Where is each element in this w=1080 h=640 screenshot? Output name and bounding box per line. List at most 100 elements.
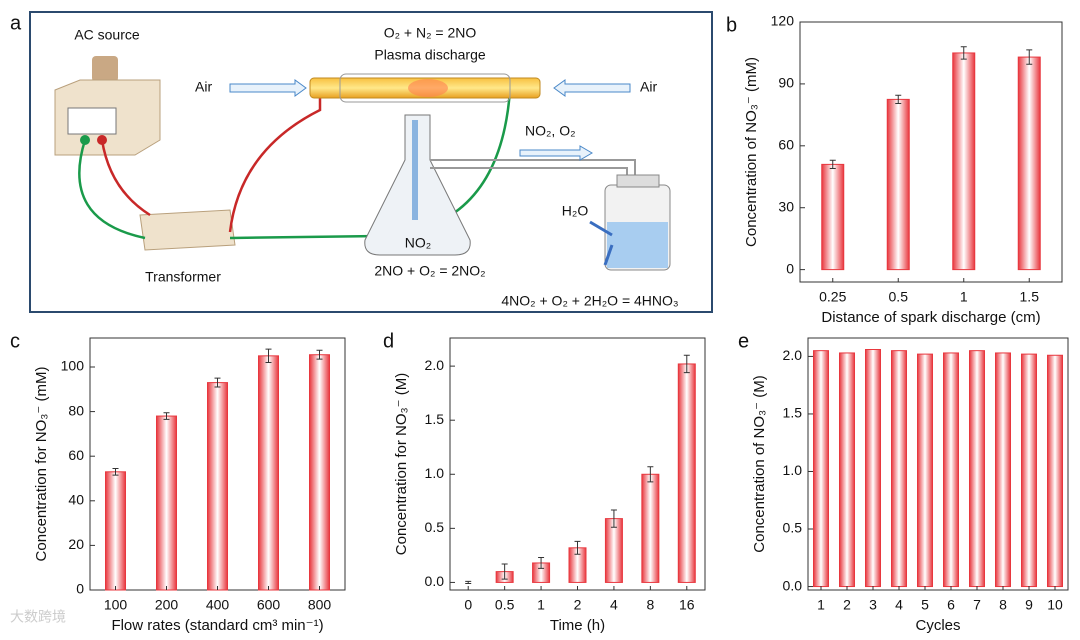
error-bar bbox=[538, 557, 545, 569]
y-tick-label: 1.5 bbox=[425, 411, 445, 427]
error-bar bbox=[683, 354, 690, 374]
x-tick-label: 4 bbox=[895, 597, 903, 613]
label: O₂ + N₂ = 2NO bbox=[384, 25, 477, 41]
bar bbox=[156, 415, 177, 591]
solution bbox=[607, 222, 668, 268]
x-tick-label: 8 bbox=[999, 597, 1007, 613]
bar bbox=[1021, 353, 1037, 588]
label: Transformer bbox=[145, 269, 221, 285]
x-tick-label: 0 bbox=[464, 597, 472, 613]
bar bbox=[641, 473, 660, 583]
x-tick-label: 400 bbox=[206, 597, 230, 613]
watermark: 大数跨境 bbox=[10, 609, 66, 625]
bar bbox=[917, 353, 933, 588]
x-tick-label: 0.5 bbox=[495, 597, 515, 613]
arrow bbox=[519, 145, 593, 161]
transformer-box bbox=[139, 209, 236, 251]
bar bbox=[821, 163, 845, 271]
error-bar bbox=[574, 540, 581, 555]
x-tick-label: 10 bbox=[1047, 597, 1063, 613]
bar bbox=[309, 354, 330, 591]
inner-tube bbox=[412, 120, 418, 220]
error-bar bbox=[960, 46, 967, 60]
y-tick-label: 80 bbox=[68, 402, 84, 418]
bar bbox=[865, 349, 881, 588]
axes-frame bbox=[799, 21, 1063, 283]
y-tick-label: 60 bbox=[68, 447, 84, 463]
error-bar bbox=[829, 159, 836, 170]
y-tick-label: 90 bbox=[778, 75, 794, 91]
x-tick-label: 200 bbox=[155, 597, 179, 613]
panel-label: a bbox=[10, 12, 22, 34]
bar bbox=[886, 98, 910, 271]
x-tick-label: 8 bbox=[646, 597, 654, 613]
y-tick-label: 0.0 bbox=[783, 577, 803, 593]
error-bar bbox=[501, 563, 508, 580]
x-tick-label: 0.25 bbox=[819, 289, 846, 305]
x-tick-label: 2 bbox=[843, 597, 851, 613]
y-tick-label: 0.0 bbox=[425, 573, 445, 589]
bar bbox=[943, 352, 959, 588]
y-axis-label: Concentration for NO₃⁻ (mM) bbox=[33, 367, 50, 562]
x-tick-label: 2 bbox=[574, 597, 582, 613]
bar bbox=[891, 350, 907, 588]
bar bbox=[952, 52, 976, 271]
error-bar bbox=[610, 509, 617, 528]
bar bbox=[969, 350, 985, 588]
x-tick-label: 16 bbox=[679, 597, 695, 613]
y-tick-label: 40 bbox=[68, 491, 84, 507]
panel-label: c bbox=[10, 330, 20, 352]
y-tick-label: 0.5 bbox=[425, 519, 445, 535]
x-tick-label: 4 bbox=[610, 597, 618, 613]
x-axis-label: Distance of spark discharge (cm) bbox=[821, 309, 1040, 326]
y-tick-label: 2.0 bbox=[425, 357, 445, 373]
x-tick-label: 800 bbox=[308, 597, 332, 613]
error-bar bbox=[163, 412, 170, 420]
label: NO₂ bbox=[405, 235, 431, 251]
bar bbox=[813, 350, 829, 588]
arrow bbox=[229, 79, 307, 97]
spark bbox=[408, 79, 448, 97]
wire bbox=[228, 88, 322, 233]
error-bar bbox=[265, 348, 272, 364]
axes-frame bbox=[807, 337, 1069, 591]
bar bbox=[1047, 354, 1063, 588]
y-tick-label: 30 bbox=[778, 198, 794, 214]
x-tick-label: 1 bbox=[537, 597, 545, 613]
bar bbox=[677, 363, 696, 583]
panel-label: b bbox=[726, 14, 737, 36]
bar bbox=[105, 471, 126, 591]
x-axis-label: Flow rates (standard cm³ min⁻¹) bbox=[111, 617, 323, 634]
bar bbox=[839, 352, 855, 588]
wire bbox=[78, 139, 146, 240]
error-bar bbox=[895, 94, 902, 105]
wire bbox=[100, 139, 151, 217]
x-tick-label: 0.5 bbox=[889, 289, 909, 305]
label: Plasma discharge bbox=[374, 47, 485, 63]
error-bar bbox=[316, 349, 323, 360]
arrow bbox=[553, 79, 631, 97]
y-tick-label: 0 bbox=[76, 581, 84, 597]
label: NO₂, O₂ bbox=[525, 123, 576, 139]
diagram-frame bbox=[29, 11, 713, 313]
x-tick-label: 5 bbox=[921, 597, 929, 613]
x-tick-label: 1 bbox=[960, 289, 968, 305]
error-bar bbox=[647, 466, 654, 483]
bar bbox=[604, 518, 623, 583]
label: H₂O bbox=[562, 203, 589, 219]
diagram: a AC source Transformer O₂ + N₂ = 2NO Pl… bbox=[10, 11, 713, 313]
y-tick-label: 0 bbox=[786, 260, 794, 276]
arrow bbox=[589, 220, 614, 266]
x-tick-label: 3 bbox=[869, 597, 877, 613]
label: 2NO + O₂ = 2NO₂ bbox=[374, 263, 485, 279]
x-tick-label: 7 bbox=[973, 597, 981, 613]
y-axis-label: Concentration for NO₃⁻ (M) bbox=[393, 373, 410, 555]
y-tick-label: 20 bbox=[68, 536, 84, 552]
y-tick-label: 100 bbox=[61, 358, 85, 374]
y-tick-label: 1.5 bbox=[783, 405, 803, 421]
error-bar bbox=[214, 377, 221, 388]
label: AC source bbox=[74, 27, 140, 43]
x-tick-label: 9 bbox=[1025, 597, 1033, 613]
x-tick-label: 100 bbox=[104, 597, 128, 613]
